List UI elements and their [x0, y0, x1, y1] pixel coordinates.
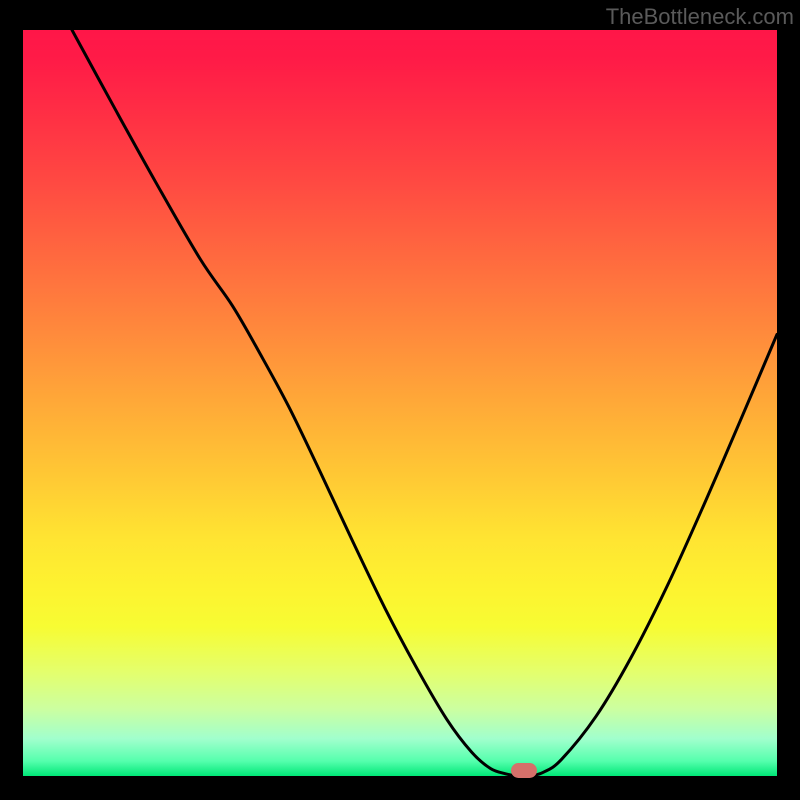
- bottleneck-chart-container: TheBottleneck.com: [0, 0, 800, 800]
- bottleneck-curve: [23, 30, 777, 776]
- optimal-marker: [511, 763, 537, 778]
- watermark-text: TheBottleneck.com: [606, 4, 794, 30]
- plot-area: [23, 30, 777, 776]
- curve-path: [72, 30, 777, 776]
